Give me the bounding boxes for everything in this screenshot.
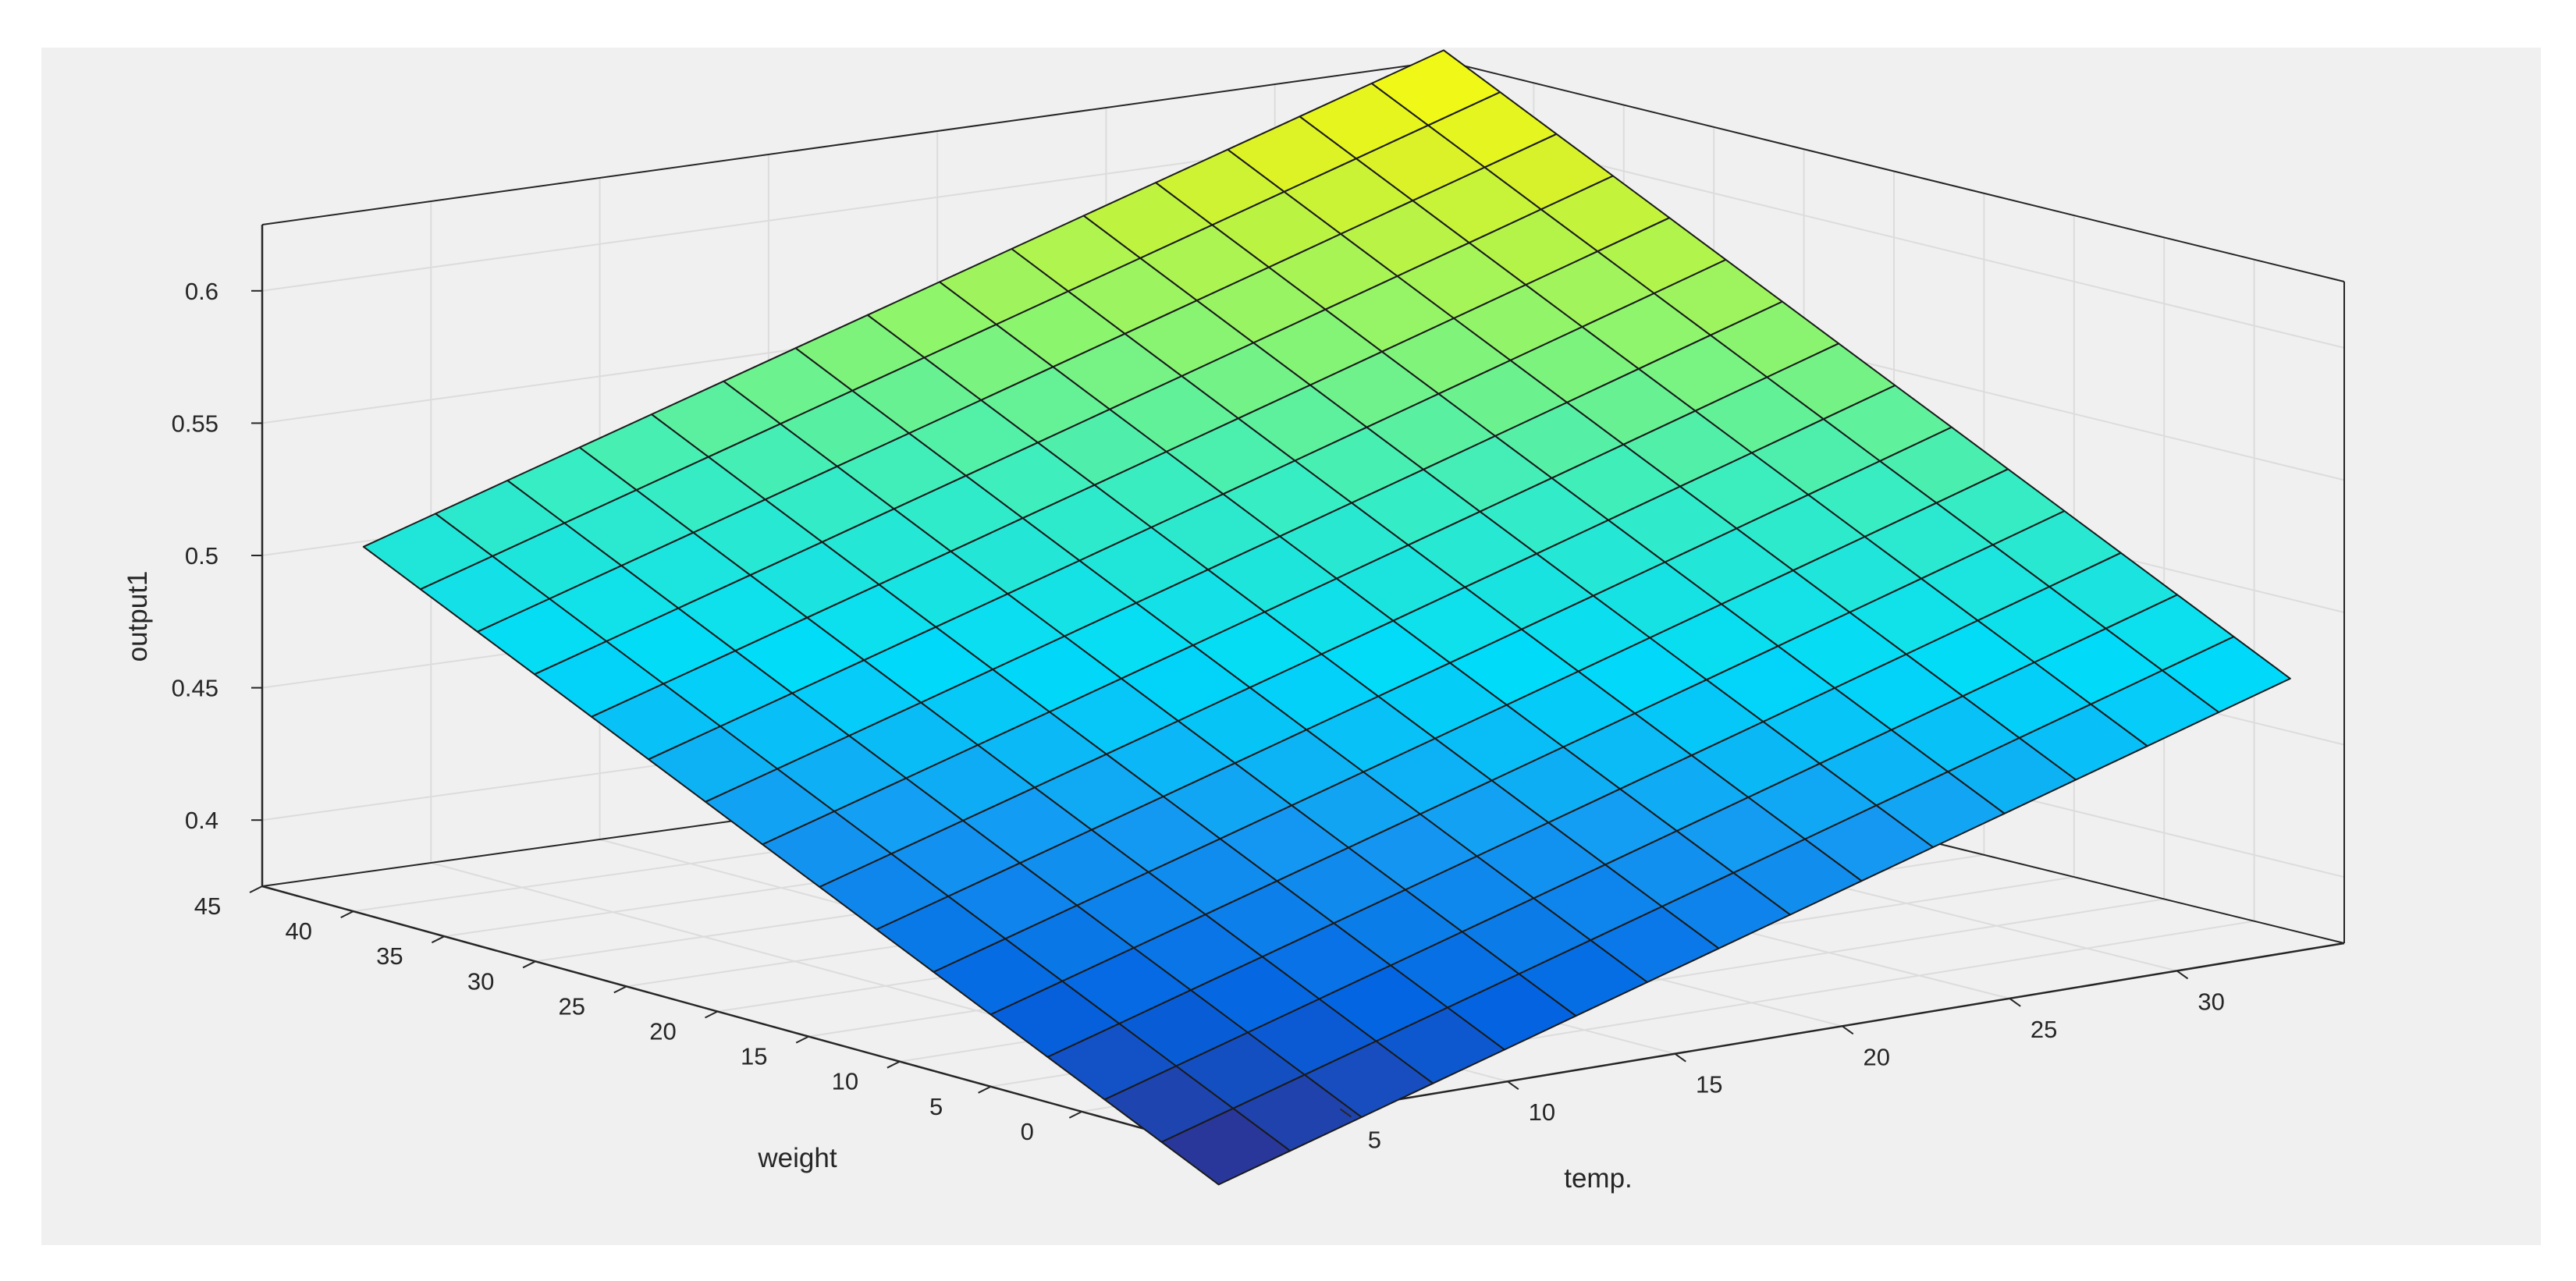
x-tick-label: 25 — [2031, 1016, 2057, 1043]
y-tick — [1068, 1111, 1082, 1119]
x-tick-label: 10 — [1529, 1098, 1555, 1126]
y-tick — [613, 985, 627, 994]
z-tick-label: 0.5 — [185, 542, 219, 570]
y-tick — [705, 1010, 718, 1019]
x-tick-label: 15 — [1696, 1071, 1722, 1098]
z-tick-label: 0.45 — [172, 675, 219, 702]
y-tick-label: 0 — [1021, 1118, 1034, 1145]
axis-ticks: 0.4 0.45 0.5 0.55 0.6 0 5 10 15 20 25 30 35 40 45 5 10 15… — [172, 278, 2225, 1154]
y-tick-label: 10 — [832, 1068, 858, 1095]
y-axis-label: weight — [757, 1143, 837, 1173]
x-tick — [1507, 1081, 1519, 1090]
y-tick — [886, 1060, 901, 1069]
x-axis-label: temp. — [1564, 1163, 1633, 1194]
x-tick — [2176, 970, 2189, 980]
y-tick-label: 15 — [741, 1043, 767, 1070]
y-tick — [978, 1085, 992, 1094]
y-tick — [249, 885, 263, 893]
y-tick-label: 40 — [285, 917, 311, 945]
surface-patch — [1160, 1107, 1292, 1186]
y-tick-label: 45 — [194, 892, 221, 920]
z-tick-label: 0.6 — [185, 278, 219, 305]
x-tick — [1674, 1052, 1686, 1063]
surface-mesh — [362, 49, 2291, 1186]
y-tick-label: 5 — [929, 1093, 943, 1120]
box-edge — [1443, 60, 2345, 282]
z-tick-label: 0.55 — [172, 410, 219, 437]
y-tick — [340, 910, 354, 918]
y-tick — [522, 960, 536, 969]
x-tick-label: 5 — [1368, 1127, 1381, 1154]
x-tick — [1842, 1025, 1854, 1035]
box-edge — [261, 60, 1444, 225]
x-tick-label: 30 — [2198, 988, 2224, 1015]
y-tick-label: 20 — [649, 1018, 676, 1045]
y-tick-label: 35 — [376, 942, 403, 970]
x-tick-label: 20 — [1863, 1043, 1889, 1070]
y-tick-label: 25 — [559, 992, 585, 1020]
y-tick — [431, 935, 445, 944]
z-tick-label: 0.4 — [185, 807, 219, 834]
y-tick — [795, 1035, 809, 1044]
z-axis-label: output1 — [123, 571, 153, 662]
y-tick-label: 30 — [467, 967, 494, 995]
x-tick — [2009, 998, 2021, 1007]
x-tick — [1339, 1108, 1352, 1118]
